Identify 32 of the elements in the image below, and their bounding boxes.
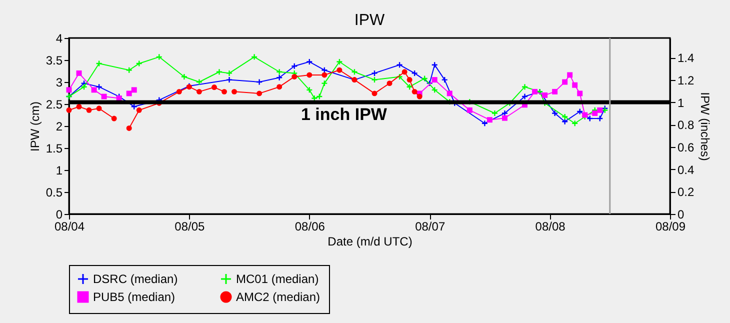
y-tick-label: 1 <box>56 164 63 178</box>
y-axis-title: IPW (cm) <box>28 102 42 152</box>
legend-label: DSRC (median) <box>93 272 178 286</box>
x-tick-label: 08/08 <box>535 220 566 234</box>
y-tick-label: 2 <box>56 120 63 134</box>
ref-line-label: 1 inch IPW <box>301 105 388 124</box>
y2-tick-label: 0 <box>678 208 684 222</box>
legend-label: PUB5 (median) <box>93 290 176 304</box>
y2-tick-label: 1 <box>678 96 684 110</box>
y2-tick-label: 1.2 <box>678 73 695 88</box>
y-tick-label: 0.5 <box>46 186 63 200</box>
x-tick-label: 08/07 <box>415 220 446 234</box>
y-tick-label: 3 <box>56 76 63 90</box>
y-tick-label: 4 <box>56 32 63 46</box>
chart-title: IPW <box>354 12 386 29</box>
y-tick-label: 3.5 <box>46 54 63 68</box>
x-tick-label: 08/09 <box>655 220 686 234</box>
x-tick-label: 08/05 <box>174 220 206 234</box>
y2-tick-label: 0.8 <box>678 118 695 132</box>
y-tick-label: 0 <box>56 208 63 222</box>
y2-tick-label: 1.4 <box>678 51 695 66</box>
x-tick-label: 08/04 <box>54 220 85 234</box>
y2-tick-label: 0.6 <box>678 140 695 154</box>
y-tick-label: 1.5 <box>46 142 63 156</box>
legend-label: AMC2 (median) <box>236 290 320 304</box>
x-tick-label: 08/06 <box>294 220 326 234</box>
y2-tick-label: 0.2 <box>678 185 695 200</box>
y2-tick-label: 0.4 <box>678 162 695 177</box>
y-tick-label: 2.5 <box>46 98 63 112</box>
x-axis-title: Date (m/d UTC) <box>328 234 412 248</box>
y2-axis-title: IPW (inches) <box>698 92 712 161</box>
legend-label: MC01 (median) <box>236 272 319 286</box>
